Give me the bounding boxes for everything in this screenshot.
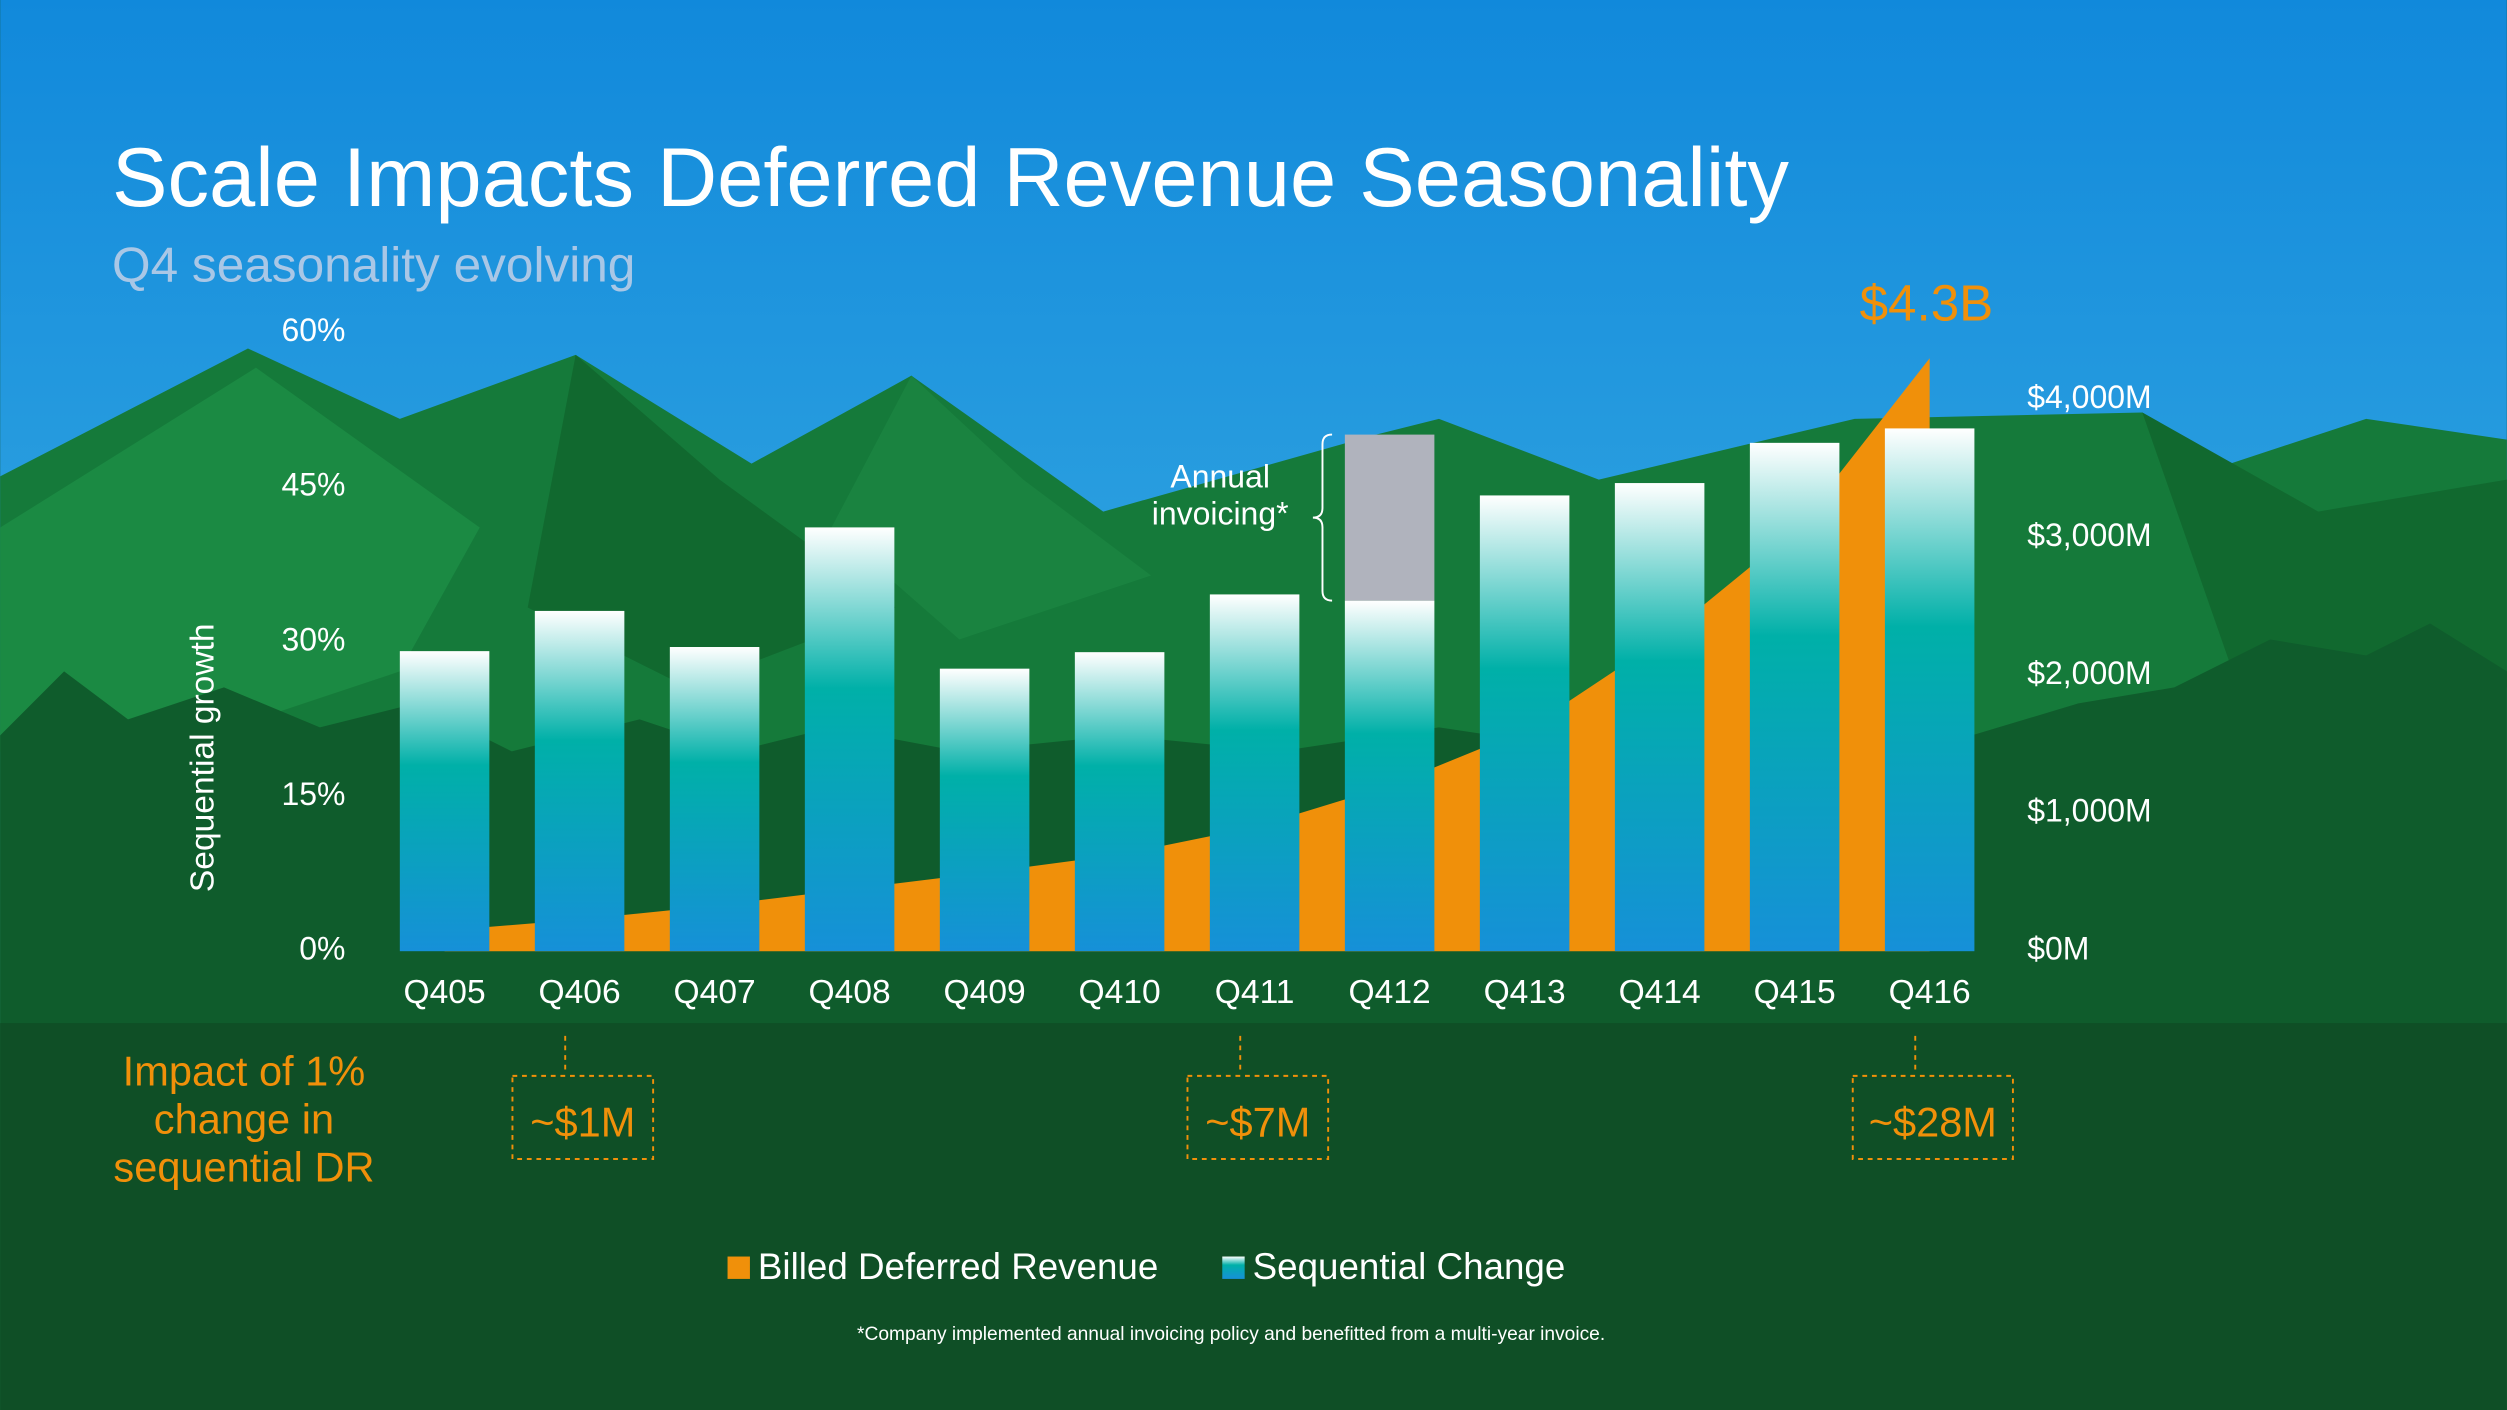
mountain	[527, 354, 896, 688]
bar	[1074, 652, 1165, 952]
subtitle: Q4 seasonality evolving	[112, 237, 635, 293]
y-tick-label: 60%	[281, 312, 345, 348]
ground	[0, 1023, 2507, 1410]
impact-value: ~$28M	[1869, 1098, 1997, 1145]
y2-tick-label: $1,000M	[2027, 793, 2151, 829]
bar	[804, 527, 895, 952]
bar	[939, 668, 1030, 952]
bar	[1344, 600, 1435, 952]
footnote: *Company implemented annual invoicing po…	[857, 1324, 1605, 1345]
impact-title-box: Impact of 1% change in sequential DR	[113, 1048, 375, 1191]
x-tick-label: Q411	[1215, 974, 1295, 1011]
impact-box	[1186, 1074, 1330, 1160]
bar	[1209, 594, 1300, 952]
y-tick-label: 45%	[281, 467, 345, 503]
bar	[669, 647, 760, 952]
x-tick-label: Q405	[404, 974, 486, 1011]
y-tick-label: 0%	[299, 931, 345, 967]
y2-tick-label: $4,000M	[2027, 379, 2151, 415]
y2-tick-label: $0M	[2027, 931, 2089, 967]
x-tick-label: Q412	[1349, 974, 1431, 1011]
bar	[1479, 495, 1570, 952]
mountain	[0, 367, 480, 752]
annotation: Annual invoicing*	[1151, 460, 1289, 532]
bar	[1884, 428, 1975, 952]
impact-box	[511, 1074, 655, 1160]
bar	[1749, 442, 1840, 952]
y2-tick-label: $3,000M	[2027, 517, 2151, 553]
mountain	[2142, 412, 2507, 688]
mountain	[831, 375, 1152, 640]
legend-label: Billed Deferred Revenue	[758, 1246, 1158, 1287]
x-tick-label: Q413	[1484, 974, 1566, 1011]
x-tick-label: Q410	[1079, 974, 1161, 1011]
bar	[1344, 434, 1435, 601]
y-tick-label: 15%	[281, 776, 345, 812]
impact-value: ~$7M	[1205, 1098, 1310, 1145]
bar	[399, 651, 490, 952]
y-tick-label: 30%	[281, 621, 345, 657]
legend-swatch	[1222, 1256, 1245, 1279]
x-tick-label: Q407	[674, 974, 756, 1011]
impact-box	[1851, 1074, 2014, 1160]
impact-value: ~$1M	[530, 1098, 635, 1145]
bar	[534, 610, 625, 952]
y2-tick-label: $2,000M	[2027, 655, 2151, 691]
x-tick-label: Q409	[944, 974, 1026, 1011]
y-axis-label: Sequential growth	[185, 623, 222, 892]
x-tick-label: Q414	[1619, 974, 1701, 1011]
legend-swatch	[727, 1256, 750, 1279]
x-tick-label: Q415	[1754, 974, 1836, 1011]
bar	[1614, 483, 1705, 952]
title: Scale Impacts Deferred Revenue Seasonali…	[112, 131, 1789, 224]
x-tick-label: Q406	[539, 974, 621, 1011]
legend-label: Sequential Change	[1253, 1246, 1566, 1287]
annotation-box: Annual invoicing*	[1151, 460, 1289, 532]
impact-title: Impact of 1% change in sequential DR	[113, 1048, 375, 1191]
value-label: $4.3B	[1860, 275, 1994, 332]
x-tick-label: Q408	[809, 974, 891, 1011]
x-tick-label: Q416	[1889, 974, 1971, 1011]
